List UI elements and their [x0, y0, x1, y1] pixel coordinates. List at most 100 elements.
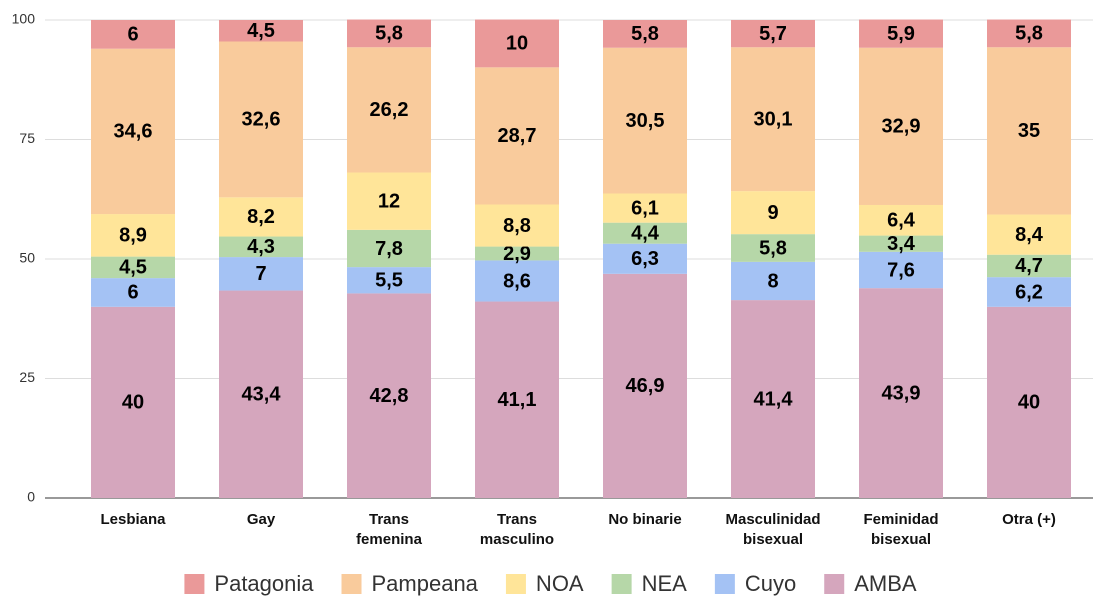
data-label: 41,1	[498, 389, 537, 411]
legend-swatch	[505, 574, 526, 594]
bar-segment	[603, 222, 687, 244]
bar-segment	[987, 47, 1071, 215]
bar-segment	[347, 172, 431, 230]
data-label: 8,6	[503, 270, 531, 292]
x-tick-label: Gay	[247, 511, 276, 528]
bar-segment	[731, 20, 815, 48]
legend-label: NEA	[642, 571, 688, 596]
legend-swatch	[611, 574, 632, 594]
bar-segment	[347, 19, 431, 48]
data-label: 7	[255, 263, 266, 285]
data-label: 8,4	[1015, 224, 1044, 246]
bar-segment	[731, 261, 815, 301]
data-label: 6,3	[631, 248, 659, 270]
data-label: 40	[1018, 392, 1040, 414]
data-label: 7,6	[887, 259, 915, 281]
legend-swatch	[824, 574, 845, 594]
bar-segment	[987, 19, 1071, 48]
data-label: 41,4	[754, 388, 794, 410]
data-label: 6	[127, 24, 138, 46]
data-label: 32,6	[242, 109, 281, 131]
data-label: 5,5	[375, 270, 403, 292]
bar-segment	[987, 277, 1071, 307]
bar-segment	[219, 197, 303, 237]
bar-segment	[987, 306, 1071, 498]
bar-segment	[91, 278, 175, 307]
data-label: 43,9	[882, 382, 921, 404]
bar-segment	[603, 20, 687, 48]
bar-segment	[859, 288, 943, 498]
x-tick-label: Lesbiana	[100, 511, 166, 528]
data-label: 10	[506, 33, 528, 55]
data-label: 26,2	[370, 99, 409, 121]
x-tick-label: No binarie	[608, 511, 681, 528]
bar-segment	[347, 47, 431, 173]
bar-segment	[603, 47, 687, 194]
data-label: 43,4	[242, 384, 282, 406]
bar-segment	[731, 191, 815, 235]
bar-segment	[347, 267, 431, 294]
bar-segment	[475, 260, 559, 302]
x-tick-label: Masculinidad bisexual	[725, 511, 820, 548]
data-label: 5,8	[759, 237, 787, 259]
data-label: 4,7	[1015, 255, 1043, 277]
bar-segment	[859, 204, 943, 236]
bar-segment	[347, 229, 431, 268]
data-label: 4,3	[247, 236, 275, 258]
y-tick-label: 50	[19, 250, 35, 266]
y-tick-label: 25	[19, 369, 35, 385]
bar-segment	[91, 48, 175, 215]
x-tick-label: Trans femenina	[356, 511, 423, 548]
bar-segment	[219, 290, 303, 498]
bar-segment	[475, 301, 559, 498]
bar-segment	[91, 306, 175, 498]
data-label: 32,9	[882, 116, 921, 138]
legend-label: Patagonia	[214, 571, 314, 596]
data-label: 5,8	[631, 23, 659, 45]
x-tick-label: Otra (+)	[1002, 511, 1056, 528]
x-tick-label: Trans masculino	[480, 511, 554, 548]
bar-segment	[731, 47, 815, 192]
bar-segment	[987, 254, 1071, 278]
legend-swatch	[714, 574, 735, 594]
legend-swatch	[184, 574, 205, 594]
data-label: 5,8	[1015, 23, 1043, 45]
data-label: 5,7	[759, 23, 787, 45]
data-label: 7,8	[375, 238, 403, 260]
legend-label: Pampeana	[372, 571, 479, 596]
bar-segment	[219, 41, 303, 198]
bar-segment	[731, 234, 815, 262]
data-label: 6,2	[1015, 281, 1043, 303]
y-tick-label: 75	[19, 130, 35, 146]
data-label: 8,2	[247, 206, 275, 228]
data-label: 5,9	[887, 23, 915, 45]
data-label: 6,4	[887, 210, 916, 232]
data-label: 3,4	[887, 233, 916, 255]
data-label: 4,5	[247, 20, 275, 42]
bar-segment	[475, 67, 559, 205]
legend-label: NOA	[536, 571, 584, 596]
legend-label: Cuyo	[745, 571, 796, 596]
data-label: 4,5	[119, 257, 147, 279]
data-label: 5,8	[375, 23, 403, 45]
data-label: 30,5	[626, 110, 665, 132]
legend: Patagonia Pampeana NOA NEA Cuyo AMBA	[184, 571, 917, 596]
data-label: 8,8	[503, 215, 531, 237]
bar-segment	[475, 19, 559, 68]
data-label: 6,1	[631, 197, 659, 219]
bar-segment	[219, 20, 303, 42]
bar-segment	[603, 193, 687, 223]
data-label: 4,4	[631, 222, 660, 244]
bar-segment	[347, 293, 431, 498]
data-label: 9	[767, 202, 778, 224]
legend-label: AMBA	[854, 571, 917, 596]
data-label: 28,7	[498, 125, 537, 147]
bar-segment	[731, 300, 815, 498]
data-label: 6	[127, 282, 138, 304]
data-label: 2,9	[503, 243, 531, 265]
x-tick-label: Feminidad bisexual	[863, 511, 938, 548]
data-label: 8	[767, 270, 778, 292]
bar-segment	[219, 236, 303, 258]
data-label: 40	[122, 392, 144, 414]
